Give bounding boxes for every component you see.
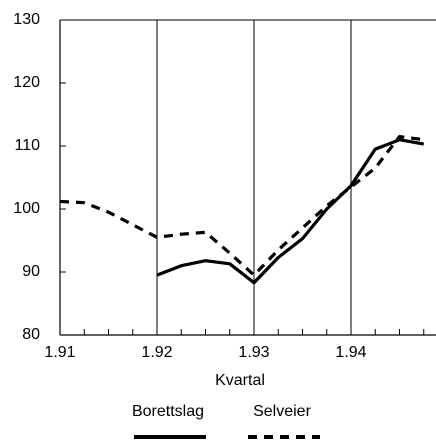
legend-label: Borettslag [132,403,204,420]
legend-label: Selveier [253,403,311,420]
y-tick-label: 80 [22,326,40,343]
series-line [156,138,425,285]
x-tick-label: 1.91 [44,344,75,361]
x-tick-label: 1.94 [335,344,366,361]
y-tick-label: 100 [13,200,40,217]
y-tick-label: 90 [22,263,40,280]
x-tick-label: 1.93 [238,344,269,361]
x-tick-label: 1.92 [141,344,172,361]
y-tick-label: 120 [13,74,40,91]
y-tick-label: 110 [14,137,40,154]
x-axis-title: Kvartal [215,372,265,389]
y-tick-label: 130 [13,11,40,28]
